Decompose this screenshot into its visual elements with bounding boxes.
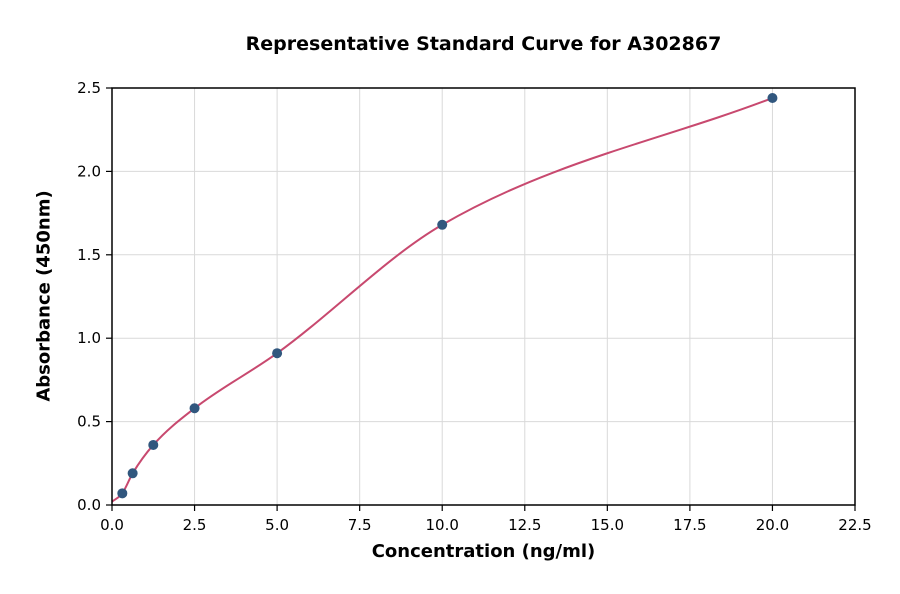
y-tick-label: 1.5 — [77, 246, 101, 264]
x-tick-label: 2.5 — [183, 516, 207, 534]
y-tick-label: 2.5 — [77, 79, 101, 97]
x-tick-label: 15.0 — [591, 516, 624, 534]
x-tick-label: 17.5 — [673, 516, 706, 534]
x-tick-label: 22.5 — [838, 516, 871, 534]
data-point — [272, 348, 283, 359]
y-tick-label: 2.0 — [77, 162, 101, 180]
fitted-curve — [111, 97, 773, 503]
x-tick-label: 12.5 — [508, 516, 541, 534]
chart-title: Representative Standard Curve for A30286… — [245, 33, 722, 55]
data-point — [148, 439, 159, 450]
x-tick-label: 5.0 — [265, 516, 289, 534]
x-axis-label: Concentration (ng/ml) — [371, 541, 596, 562]
y-axis-label: Absorbance (450nm) — [33, 190, 55, 402]
data-point — [767, 93, 778, 104]
y-tick-label: 0.0 — [77, 496, 101, 514]
data-point — [127, 468, 138, 479]
data-point — [117, 488, 128, 499]
data-point — [437, 219, 448, 230]
x-tick-label: 7.5 — [348, 516, 372, 534]
data-point — [189, 403, 200, 414]
y-tick-label: 1.0 — [77, 329, 101, 347]
y-tick-label: 0.5 — [77, 413, 101, 431]
plot-border — [111, 87, 856, 506]
x-tick-label: 0.0 — [100, 516, 124, 534]
x-tick-label: 20.0 — [756, 516, 789, 534]
x-tick-label: 10.0 — [426, 516, 459, 534]
